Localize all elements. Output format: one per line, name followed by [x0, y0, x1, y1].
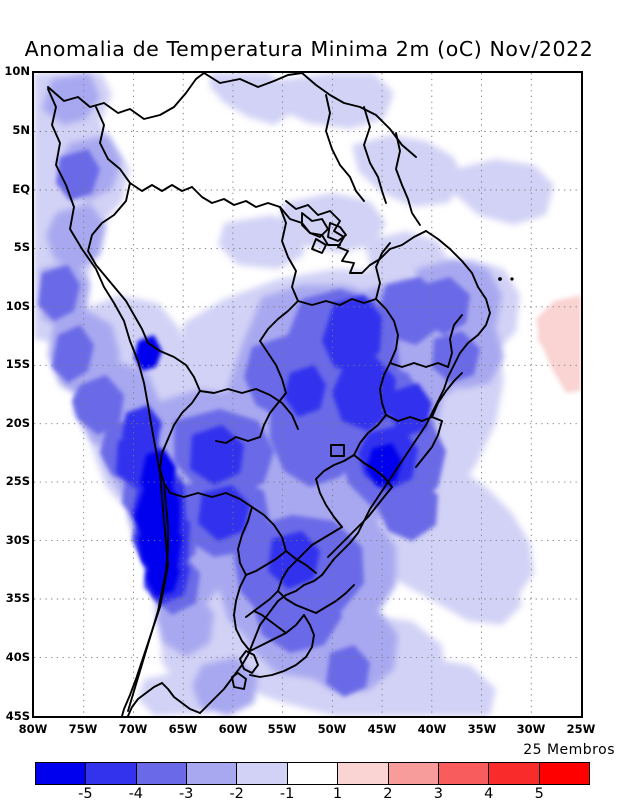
- x-tick-35W: 35W: [467, 722, 497, 736]
- coastline-and-borders: [47, 73, 514, 716]
- y-tick-10S: 10S: [5, 299, 30, 313]
- colorbar-segment-8: [438, 763, 490, 784]
- map-gridlines: [34, 73, 581, 716]
- colorbar-tick-3: 3: [433, 786, 443, 800]
- colorbar-segment-6: [338, 763, 389, 784]
- y-tick-40S: 40S: [5, 650, 30, 664]
- anomaly-shading-layer: [34, 73, 581, 716]
- colorbar-tick--5: -5: [78, 786, 93, 800]
- ensemble-members-label: 25 Membros: [523, 742, 615, 758]
- colorbar-segment-4: [237, 763, 288, 784]
- colorbar[interactable]: [35, 762, 590, 785]
- x-tick-75W: 75W: [68, 722, 98, 736]
- colorbar-segment-2: [136, 763, 188, 784]
- x-tick-55W: 55W: [267, 722, 297, 736]
- colorbar-segment-1: [86, 763, 137, 784]
- y-tick-25S: 25S: [5, 474, 30, 488]
- band-below-minus5: [134, 335, 402, 597]
- y-tick-5S: 5S: [13, 240, 30, 254]
- colorbar-tick-5: 5: [534, 786, 544, 800]
- map-plot-area[interactable]: [32, 71, 583, 718]
- y-tick-45S: 45S: [5, 709, 30, 723]
- x-tick-45W: 45W: [367, 722, 397, 736]
- colorbar-segment-0: [36, 763, 87, 784]
- colorbar-tick--3: -3: [178, 786, 194, 800]
- y-tick-20S: 20S: [5, 416, 30, 430]
- x-tick-65W: 65W: [168, 722, 198, 736]
- colorbar-tick-4: 4: [484, 786, 494, 800]
- colorbar-segment-3: [187, 763, 238, 784]
- page-title: Anomalia de Temperatura Minima 2m (oC) N…: [24, 37, 594, 61]
- y-tick-30S: 30S: [5, 533, 30, 547]
- x-tick-30W: 30W: [516, 722, 546, 736]
- colorbar-segment-5: [287, 763, 339, 784]
- colorbar-tick--2: -2: [229, 786, 244, 800]
- y-tick-10N: 10N: [4, 64, 30, 78]
- x-tick-25W: 25W: [566, 722, 596, 736]
- band-plus1-plus2: [536, 295, 581, 393]
- colorbar-tick-1: 1: [332, 786, 343, 800]
- colorbar-tick--4: -4: [128, 786, 144, 800]
- colorbar-segment-10: [539, 763, 589, 784]
- colorbar-segment-9: [489, 763, 540, 784]
- colorbar-tick-labels: -5 -4 -3 -2 -1 1 2 3 4 5: [35, 786, 590, 800]
- y-tick-5N: 5N: [12, 123, 30, 137]
- y-tick-15S: 15S: [5, 357, 30, 371]
- x-tick-80W: 80W: [18, 722, 48, 736]
- y-tick-EQ: EQ: [12, 182, 30, 196]
- x-tick-50W: 50W: [317, 722, 347, 736]
- colorbar-tick-2: 2: [383, 786, 393, 800]
- x-tick-60W: 60W: [218, 722, 248, 736]
- y-tick-35S: 35S: [5, 591, 30, 605]
- anomaly-map-svg: [34, 73, 581, 716]
- colorbar-segment-7: [388, 763, 439, 784]
- colorbar-tick--1: -1: [279, 786, 295, 800]
- x-tick-40W: 40W: [417, 722, 447, 736]
- x-tick-70W: 70W: [118, 722, 148, 736]
